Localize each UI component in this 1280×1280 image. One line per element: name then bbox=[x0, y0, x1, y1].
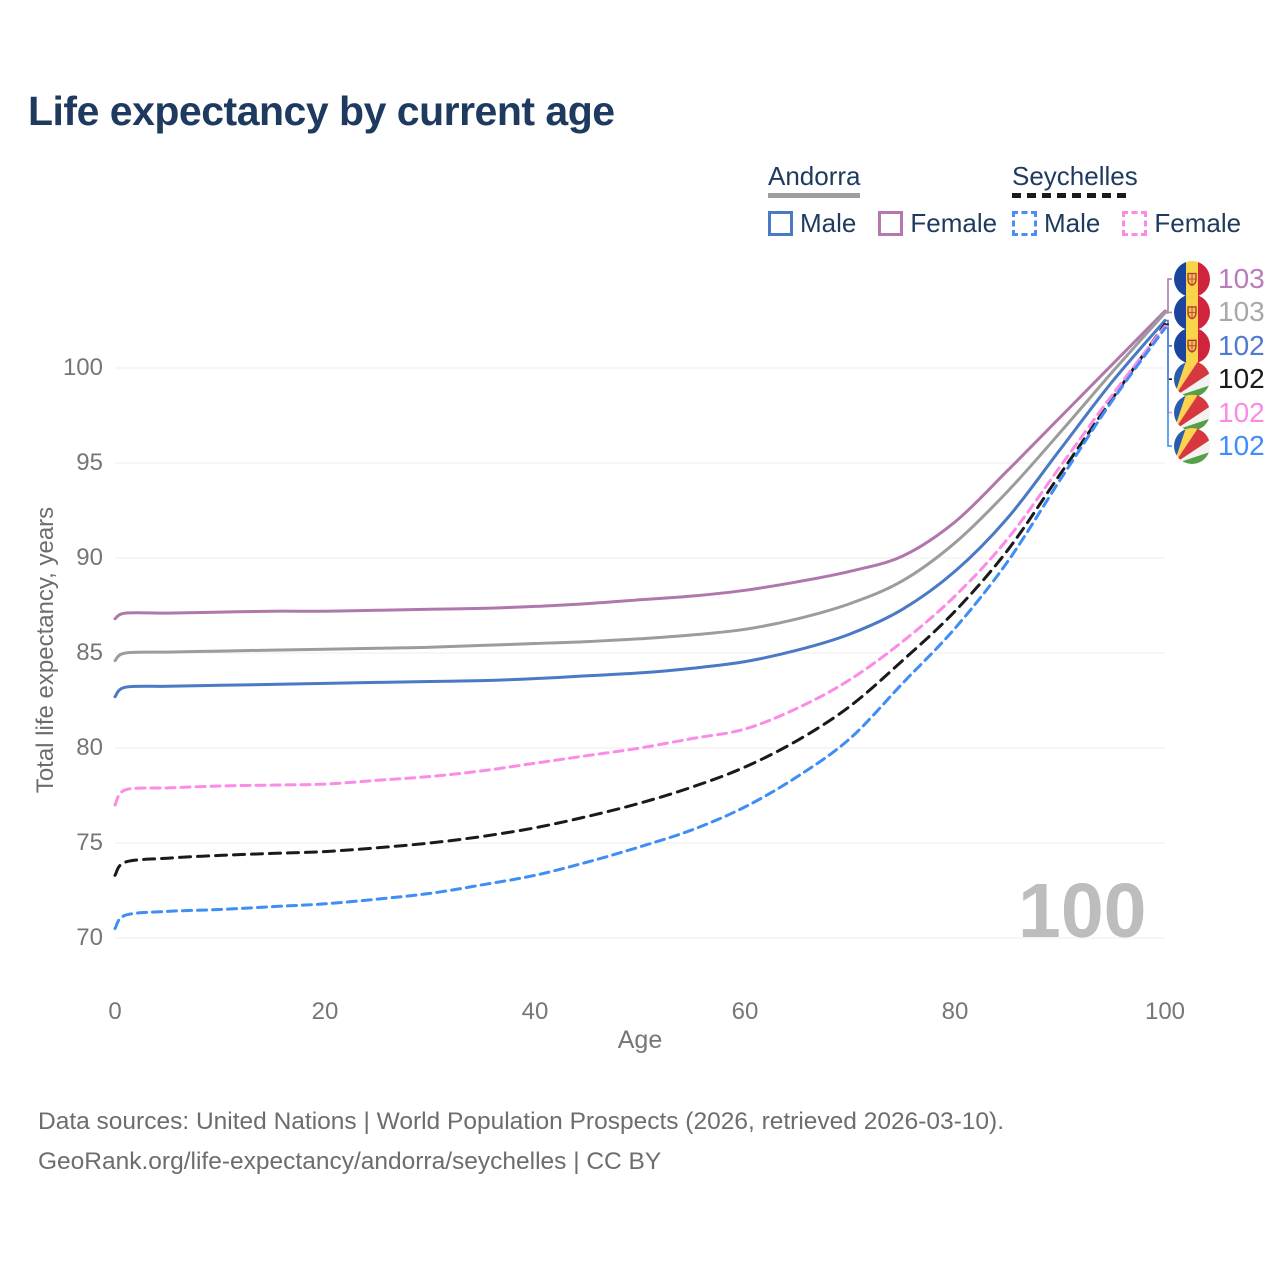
y-tick-label: 100 bbox=[62, 354, 103, 381]
end-value-label-seychelles-both-sexes: 102 bbox=[1218, 363, 1265, 395]
y-tick-label: 85 bbox=[76, 639, 103, 666]
end-value-label-andorra-both-sexes: 103 bbox=[1218, 296, 1265, 328]
x-axis-label: Age bbox=[617, 1026, 663, 1054]
x-tick-label: 40 bbox=[521, 998, 549, 1025]
end-value-label-andorra-female: 103 bbox=[1218, 263, 1265, 294]
y-tick-label: 70 bbox=[76, 924, 103, 951]
series-line-seychelles-male bbox=[113, 326, 1167, 930]
seychelles-flag-icon bbox=[1174, 395, 1210, 431]
footer-attribution-link: GeoRank.org/life-expectancy/andorra/seyc… bbox=[38, 1148, 662, 1175]
legend-country-seychelles-label: Seychelles bbox=[1012, 161, 1138, 191]
legend-country-andorra-label: Andorra bbox=[768, 161, 861, 191]
andorra-flag-icon bbox=[1174, 328, 1210, 364]
seychelles-flag-icon bbox=[1174, 361, 1210, 397]
watermark-age-value: 100 bbox=[1018, 868, 1147, 954]
legend-item-label: Female bbox=[910, 208, 998, 238]
legend-item-label: Female bbox=[1154, 208, 1242, 238]
legend-country-seychelles[interactable]: Seychelles bbox=[1012, 162, 1263, 198]
value-connector bbox=[1165, 278, 1172, 312]
andorra-female-swatch-icon bbox=[878, 211, 904, 236]
seychelles-male-swatch-icon bbox=[1012, 211, 1037, 236]
x-tick-label: 60 bbox=[731, 998, 759, 1025]
legend-item-andorra-male[interactable]: Male bbox=[768, 208, 856, 239]
x-tick-label: 80 bbox=[941, 998, 969, 1025]
page-title: Life expectancy by current age bbox=[28, 88, 615, 134]
andorra-male-swatch-icon bbox=[768, 211, 793, 236]
series-line-andorra-male bbox=[113, 319, 1167, 699]
andorra-flag-icon bbox=[1174, 261, 1210, 297]
y-tick-label: 90 bbox=[76, 544, 103, 571]
seychelles-line-style-swatch bbox=[1012, 193, 1130, 198]
end-value-label-seychelles-female: 102 bbox=[1218, 396, 1265, 428]
x-tick-label: 100 bbox=[1144, 998, 1186, 1025]
series-line-andorra-both-sexes bbox=[113, 311, 1167, 663]
series-line-seychelles-both-sexes bbox=[113, 322, 1167, 877]
x-tick-label: 0 bbox=[108, 998, 122, 1025]
seychelles-female-swatch-icon bbox=[1122, 211, 1148, 236]
andorra-line-style-swatch bbox=[768, 193, 860, 198]
seychelles-flag-icon bbox=[1174, 428, 1210, 464]
x-tick-label: 20 bbox=[311, 998, 339, 1025]
legend-item-label: Male bbox=[800, 208, 857, 238]
end-value-label-andorra-male: 102 bbox=[1218, 329, 1265, 361]
series-line-andorra-female bbox=[113, 309, 1167, 621]
legend-group-seychelles: Seychelles Male Female bbox=[1012, 162, 1263, 239]
y-tick-label: 80 bbox=[76, 734, 103, 761]
andorra-flag-icon bbox=[1174, 294, 1210, 330]
y-tick-label: 95 bbox=[76, 449, 103, 476]
legend-item-label: Male bbox=[1044, 208, 1101, 238]
legend-item-andorra-female[interactable]: Female bbox=[878, 208, 997, 239]
y-tick-label: 75 bbox=[76, 829, 103, 856]
legend-group-andorra: Andorra Male Female bbox=[768, 162, 1019, 239]
end-value-label-seychelles-male: 102 bbox=[1218, 430, 1265, 461]
series-line-seychelles-female bbox=[113, 324, 1167, 807]
legend-item-seychelles-female[interactable]: Female bbox=[1122, 208, 1241, 239]
legend-item-seychelles-male[interactable]: Male bbox=[1012, 208, 1100, 239]
footer-data-sources: Data sources: United Nations | World Pop… bbox=[38, 1108, 1005, 1135]
legend-country-andorra[interactable]: Andorra bbox=[768, 162, 1019, 198]
